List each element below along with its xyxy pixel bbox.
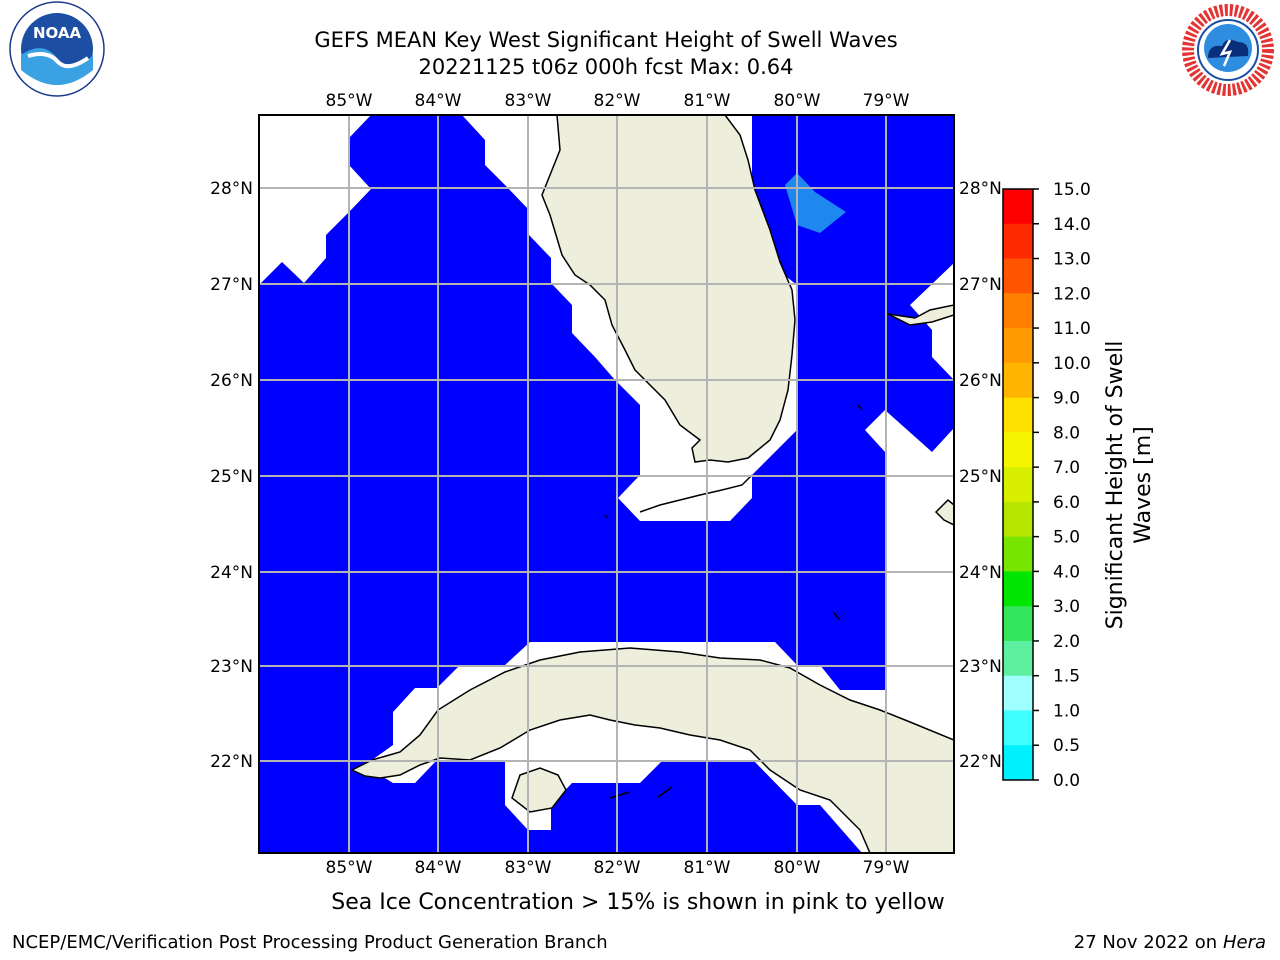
lat-label-right: 27°N [959, 275, 1002, 295]
map-gridlines [259, 115, 954, 853]
colorbar-tick-label: 14.0 [1053, 215, 1091, 235]
colorbar-tick-label: 3.0 [1053, 597, 1080, 617]
land-isla-juventud [511, 767, 567, 813]
colorbar-segment [1003, 606, 1033, 642]
lat-label-left: 22°N [210, 752, 253, 772]
nws-logo [1178, 0, 1278, 104]
lat-labels-left: 28°N 27°N 26°N 25°N 24°N 23°N 22°N [210, 179, 253, 772]
lon-label-top: 82°W [594, 91, 641, 111]
colorbar-tick-label: 1.5 [1053, 667, 1080, 687]
colorbar-tick-label: 0.5 [1053, 736, 1080, 756]
land-islets [604, 404, 863, 799]
land-bahamas-1 [887, 304, 954, 326]
lat-label-left: 24°N [210, 563, 253, 583]
lat-label-left: 23°N [210, 657, 253, 677]
colorbar-segment [1003, 362, 1033, 399]
colorbar-segment [1003, 571, 1033, 607]
lat-label-left: 25°N [210, 467, 253, 487]
chart-subtitle: 20221125 t06z 000h fcst Max: 0.64 [418, 55, 794, 79]
colorbar-tick-label: 15.0 [1053, 180, 1091, 200]
noaa-logo-text: NOAA [33, 24, 82, 42]
lon-label-top: 84°W [415, 91, 462, 111]
colorbar-segment [1003, 710, 1033, 746]
lon-label-top: 79°W [863, 91, 910, 111]
ocean-gulf [259, 115, 862, 853]
colorbar-segment [1003, 223, 1033, 260]
lat-label-right: 22°N [959, 752, 1002, 772]
colorbar-segment [1003, 189, 1033, 225]
colorbar-segment [1003, 501, 1033, 538]
colorbar-segment [1003, 745, 1033, 781]
land-bahamas-2 [934, 498, 954, 526]
land-florida-keys [639, 474, 753, 513]
colorbar-tick-label: 0.0 [1053, 771, 1080, 791]
lat-label-left: 27°N [210, 275, 253, 295]
lon-label-bottom: 79°W [863, 858, 910, 878]
colorbar-segment [1003, 397, 1033, 433]
lon-label-top: 81°W [684, 91, 731, 111]
lon-label-bottom: 85°W [326, 858, 373, 878]
colorbar-tick-label: 5.0 [1053, 528, 1080, 548]
lon-label-bottom: 81°W [684, 858, 731, 878]
colorbar-segment [1003, 467, 1033, 503]
land-florida [541, 115, 796, 463]
colorbar-segment [1003, 328, 1033, 364]
colorbar-tick-label: 2.0 [1053, 632, 1080, 652]
colorbar-frame [1002, 188, 1034, 781]
lat-label-right: 26°N [959, 371, 1002, 391]
colorbar-tick-label: 6.0 [1053, 493, 1080, 513]
machine-name: Hera [1222, 932, 1266, 953]
colorbar-segment [1003, 675, 1033, 711]
lon-label-top: 83°W [505, 91, 552, 111]
colorbar-tick-label: 9.0 [1053, 389, 1080, 409]
chart-title: GEFS MEAN Key West Significant Height of… [314, 28, 898, 52]
colorbar-tick-label: 10.0 [1053, 354, 1091, 374]
colorbar-segment [1003, 432, 1033, 468]
colorbar-segment [1003, 640, 1033, 677]
colorbar-segment [1003, 293, 1033, 329]
map-frame [258, 114, 955, 854]
lon-label-top: 80°W [774, 91, 821, 111]
colorbar-tick-label: 12.0 [1053, 284, 1091, 304]
colorbar-tick-label: 4.0 [1053, 562, 1080, 582]
lat-labels-right: 28°N 27°N 26°N 25°N 24°N 23°N 22°N [959, 179, 1002, 772]
date-text: 27 Nov 2022 on [1073, 932, 1218, 953]
colorbar-label-line2: Waves [m] [1131, 426, 1156, 543]
lon-label-top: 85°W [326, 91, 373, 111]
lat-label-right: 28°N [959, 179, 1002, 199]
credit-text: NCEP/EMC/Verification Post Processing Pr… [12, 932, 608, 953]
lat-label-left: 26°N [210, 371, 253, 391]
lon-label-bottom: 82°W [594, 858, 641, 878]
lat-label-right: 23°N [959, 657, 1002, 677]
lon-labels-top: 85°W 84°W 83°W 82°W 81°W 80°W 79°W [326, 91, 910, 111]
lon-label-bottom: 84°W [415, 858, 462, 878]
colorbar-tick-label: 1.0 [1053, 701, 1080, 721]
colorbar-ticks: 15.0 14.0 13.0 12.0 11.0 10.0 9.0 8.0 7.0 6.0 5.0 4… [1033, 180, 1091, 791]
lon-labels-bottom: 85°W 84°W 83°W 82°W 81°W 80°W 79°W [326, 858, 910, 878]
colorbar [1003, 189, 1033, 781]
lat-label-right: 24°N [959, 563, 1002, 583]
date-stamp: 27 Nov 2022 on Hera [1074, 932, 1266, 953]
lat-label-left: 28°N [210, 179, 253, 199]
lon-label-bottom: 80°W [774, 858, 821, 878]
noaa-logo: NOAA [8, 0, 106, 102]
colorbar-segment [1003, 536, 1033, 572]
land-cuba [350, 647, 954, 853]
map-area [259, 115, 954, 853]
colorbar-tick-label: 11.0 [1053, 319, 1091, 339]
colorbar-tick-label: 8.0 [1053, 423, 1080, 443]
lon-label-bottom: 83°W [505, 858, 552, 878]
lat-label-right: 25°N [959, 467, 1002, 487]
sea-ice-caption: Sea Ice Concentration > 15% is shown in … [331, 890, 945, 915]
colorbar-tick-label: 13.0 [1053, 250, 1091, 270]
colorbar-label-line1: Significant Height of Swell [1103, 341, 1128, 630]
colorbar-tick-label: 7.0 [1053, 458, 1080, 478]
colorbar-segment [1003, 258, 1033, 294]
